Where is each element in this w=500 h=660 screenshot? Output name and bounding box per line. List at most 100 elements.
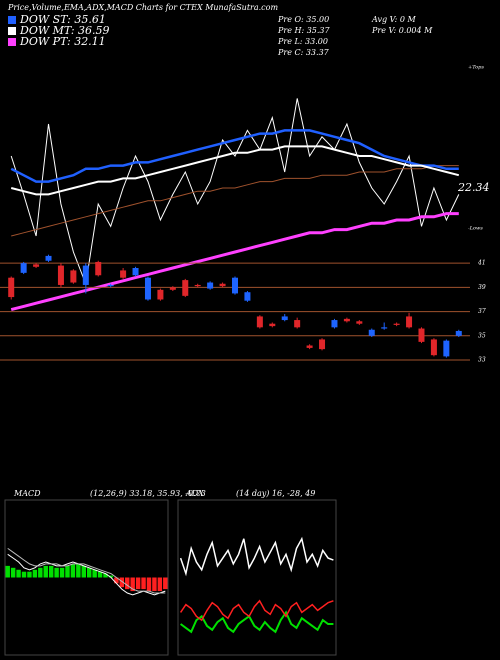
candle-body: [430, 339, 437, 356]
candle-body: [95, 261, 102, 276]
y-tick-label: 33: [478, 357, 486, 364]
candle-body: [368, 329, 375, 336]
candle-body: [418, 328, 425, 342]
info: Pre C: 33.37: [277, 48, 330, 57]
histogram-bar: [81, 565, 86, 578]
candle-body: [393, 323, 400, 325]
y-tick-label: 41: [477, 260, 486, 267]
candle-body: [182, 280, 189, 296]
line-series: [179, 599, 334, 622]
candle-body: [157, 289, 164, 300]
candle-body: [57, 265, 64, 285]
candle-body: [269, 323, 276, 327]
histogram-bar: [5, 565, 10, 578]
line-series: [179, 536, 334, 577]
line-series: [7, 547, 166, 594]
end-label: 22.34: [457, 181, 490, 194]
line-series: [10, 145, 460, 196]
adx-subtitle: (14 day) 16, -28, 49: [236, 489, 315, 498]
histogram-bar: [21, 571, 27, 578]
info: Pre H: 35.37: [277, 26, 331, 35]
candle-body: [20, 263, 27, 273]
histogram-bar: [27, 571, 32, 578]
candle-body: [244, 292, 251, 301]
candle-body: [319, 339, 326, 350]
candle-body: [169, 287, 176, 290]
info: Pre L: 33.00: [277, 37, 328, 46]
candle-body: [33, 264, 40, 267]
candle-body: [107, 284, 114, 287]
legend-label: DOW PT: 32.11: [19, 35, 106, 48]
histogram-bar: [65, 565, 70, 578]
histogram-bar: [135, 577, 141, 590]
legend-swatch: [8, 38, 16, 46]
y-tick-label: 39: [478, 284, 486, 291]
candle-body: [45, 255, 52, 261]
histogram-bar: [97, 571, 103, 578]
histogram-bar: [130, 577, 135, 592]
info: Pre O: 35.00: [277, 15, 329, 24]
candle-body: [8, 277, 15, 298]
histogram-bar: [16, 569, 21, 578]
candle-body: [356, 321, 363, 324]
histogram-bar: [152, 577, 157, 592]
line-series: [11, 165, 459, 237]
legend-label: DOW ST: 35.61: [19, 13, 106, 26]
adx-title: ADX: [185, 489, 204, 498]
histogram-bar: [108, 575, 114, 578]
info: Avg V: 0 M: [371, 15, 416, 24]
candle-body: [406, 316, 413, 328]
histogram-bar: [54, 567, 59, 578]
candle-body: [306, 345, 313, 348]
histogram-bar: [157, 577, 163, 592]
histogram-bar: [114, 577, 119, 584]
candle-body: [219, 283, 226, 287]
histogram-bar: [76, 563, 81, 578]
macd-title: MACD: [13, 489, 41, 498]
y-tick-label: 37: [478, 308, 486, 315]
tops-label: +Tops: [468, 65, 484, 71]
candle-body: [194, 284, 201, 287]
legend-label: DOW MT: 36.59: [19, 24, 110, 37]
y-tick-label: 35: [478, 332, 486, 339]
legend-swatch: [8, 27, 16, 35]
legend-swatch: [8, 16, 16, 24]
candle-body: [331, 320, 338, 328]
macd-subtitle: (12,26,9) 33.18, 35.93, -0.73: [90, 489, 206, 498]
adx-panel: [177, 499, 337, 656]
histogram-bar: [48, 565, 54, 578]
candle-body: [120, 270, 127, 278]
histogram-bar: [59, 567, 65, 578]
candle-body: [70, 270, 77, 283]
histogram-bar: [103, 573, 108, 578]
info: Pre V: 0.004 M: [371, 26, 433, 35]
histogram-bar: [146, 577, 152, 592]
histogram-bar: [119, 577, 125, 588]
candle-body: [144, 277, 151, 300]
histogram-bar: [87, 567, 92, 578]
histogram-bar: [92, 569, 97, 578]
candle-body: [343, 318, 350, 322]
candle-body: [132, 268, 139, 276]
histogram-bar: [125, 577, 130, 590]
candle-body: [455, 330, 462, 336]
candle-body: [256, 316, 263, 328]
candle-body: [294, 320, 301, 328]
candle-body: [443, 340, 450, 357]
histogram-bar: [43, 565, 48, 578]
macd-panel: [4, 499, 169, 656]
histogram-bar: [163, 577, 168, 590]
candle-body: [82, 265, 89, 285]
histogram-bar: [10, 567, 16, 578]
histogram-bar: [70, 563, 76, 578]
candle-body: [232, 277, 238, 294]
candle-body: [207, 282, 214, 289]
histogram-bar: [38, 567, 43, 578]
line-series: [10, 129, 459, 183]
candle-body: [381, 327, 388, 329]
candle-body: [281, 316, 288, 321]
chart-title: Price,Volume,EMA,ADX,MACD Charts for CTE…: [7, 3, 278, 12]
line-series: [180, 610, 334, 634]
histogram-bar: [32, 569, 38, 578]
